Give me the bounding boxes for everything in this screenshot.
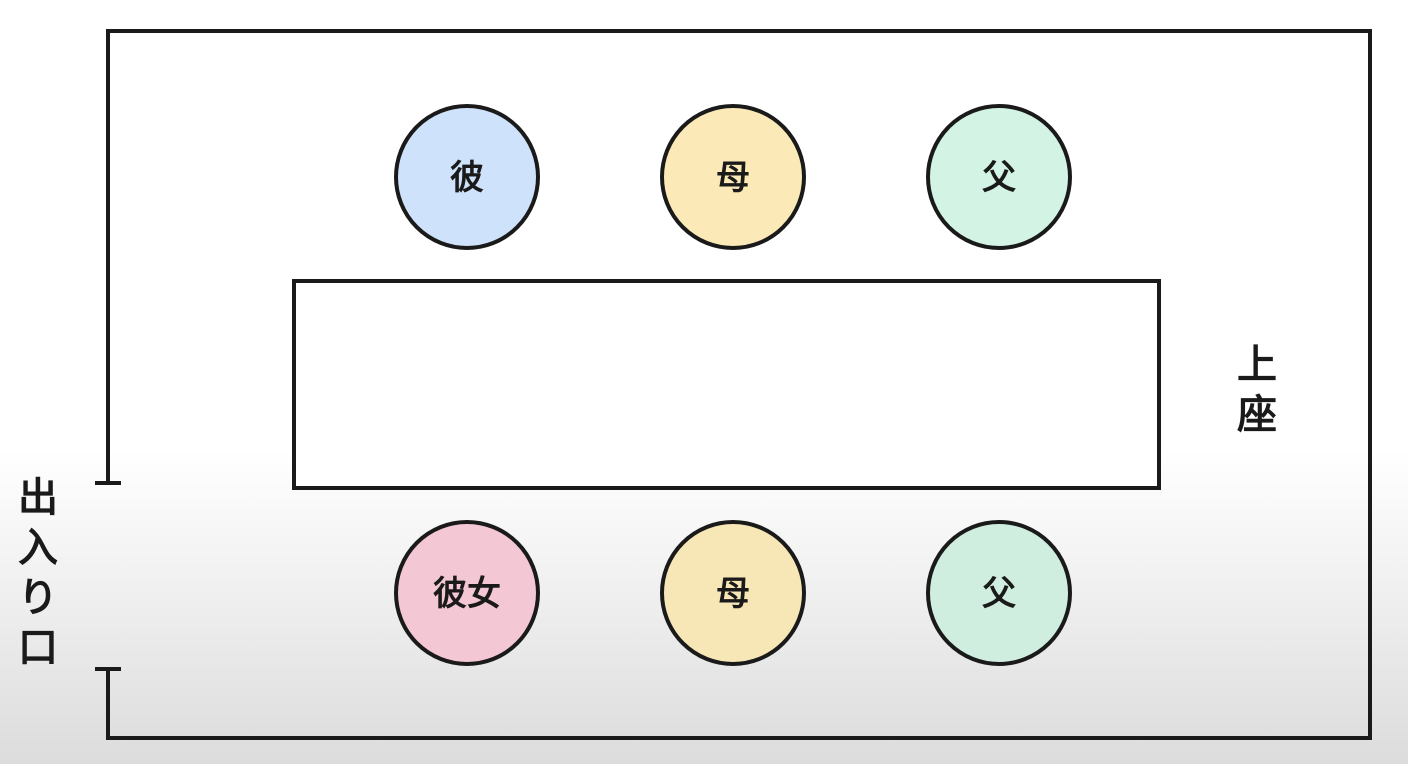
- seat-circle: [660, 520, 806, 666]
- entrance-label: 出 入 り 口: [18, 475, 58, 671]
- seat-circle: [394, 520, 540, 666]
- room-wall-main: [106, 29, 1372, 740]
- seat-circle: [660, 104, 806, 250]
- seat-label: 母: [716, 158, 750, 198]
- seat-of-honor-char: 上: [1237, 342, 1277, 388]
- seat-bottom-haha: 母: [660, 520, 806, 666]
- seat-label: 父: [982, 574, 1016, 614]
- seat-label: 彼: [450, 158, 484, 198]
- entrance-char: り: [18, 575, 58, 621]
- seat-circle: [926, 104, 1072, 250]
- seat-bottom-chichi: 父: [926, 520, 1072, 666]
- seat-label: 彼女: [433, 574, 501, 614]
- entrance-char: 入: [18, 525, 58, 571]
- seat-of-honor-char: 座: [1237, 392, 1277, 438]
- seat-top-haha: 母: [660, 104, 806, 250]
- seat-top-kare: 彼: [394, 104, 540, 250]
- seat-label: 母: [716, 574, 750, 614]
- seat-bottom-kanojo: 彼女: [394, 520, 540, 666]
- seat-label: 父: [982, 158, 1016, 198]
- seat-of-honor-label: 上 座: [1237, 342, 1277, 438]
- table: [292, 279, 1161, 490]
- entrance-char: 出: [18, 475, 58, 521]
- entrance-char: 口: [18, 625, 58, 671]
- seat-top-chichi: 父: [926, 104, 1072, 250]
- seat-circle: [926, 520, 1072, 666]
- seat-circle: [394, 104, 540, 250]
